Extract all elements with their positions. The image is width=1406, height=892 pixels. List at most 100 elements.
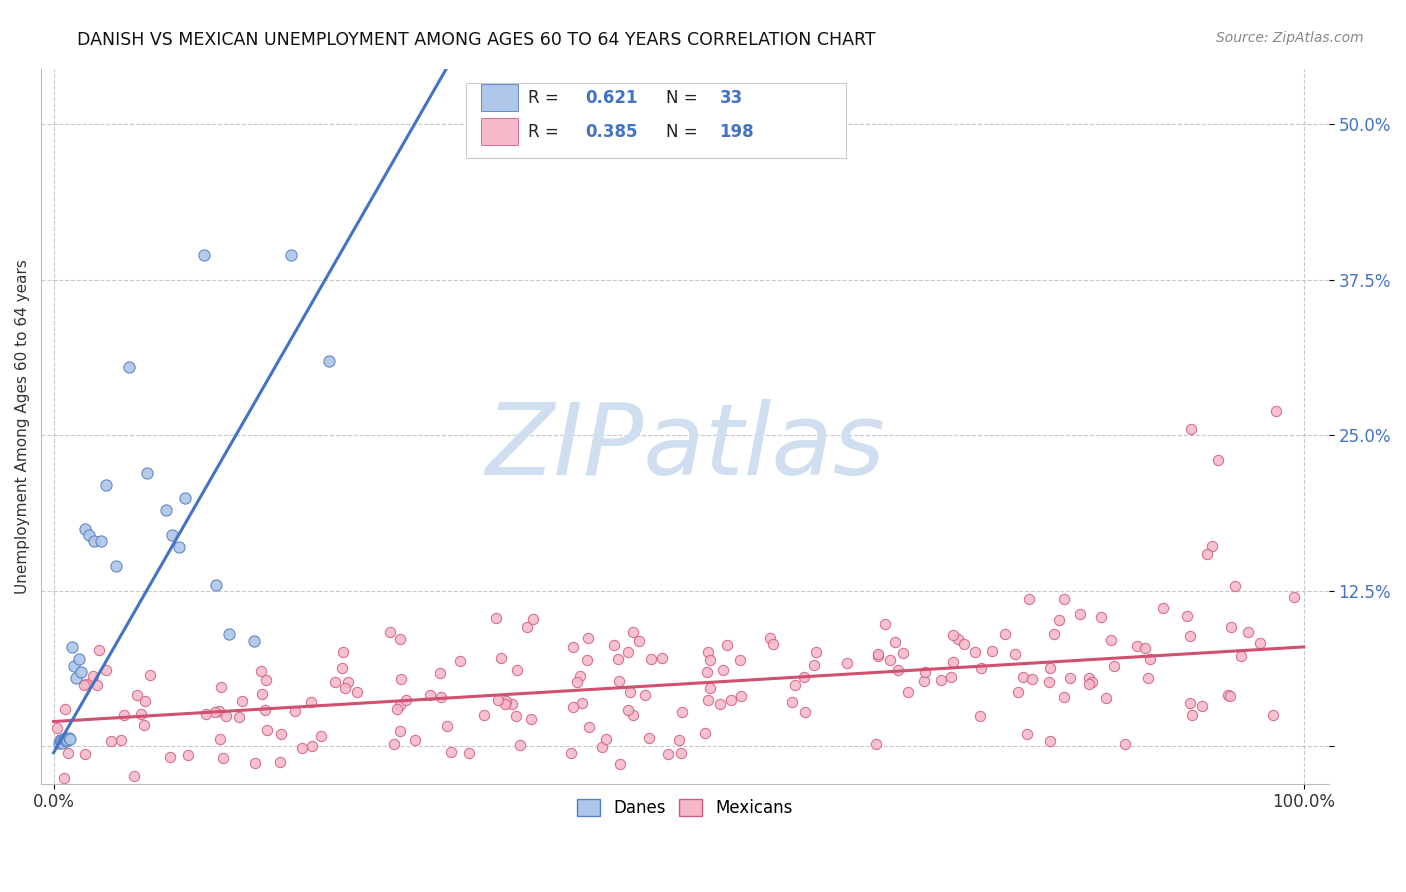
Point xyxy=(1053,690,1076,704)
Point xyxy=(139,668,162,682)
Point xyxy=(55,734,77,748)
Point xyxy=(1237,625,1260,640)
Point xyxy=(1201,539,1223,553)
Point xyxy=(218,627,240,641)
Point xyxy=(215,709,238,723)
Point xyxy=(912,673,935,688)
Point xyxy=(522,612,544,626)
Text: N =: N = xyxy=(665,89,703,107)
Point xyxy=(48,736,70,750)
Point xyxy=(1047,613,1070,627)
Point xyxy=(1018,592,1040,607)
Point xyxy=(576,631,599,645)
Point xyxy=(640,651,662,665)
Point xyxy=(1178,696,1201,710)
Point xyxy=(1261,707,1284,722)
Point xyxy=(83,534,105,549)
Text: N =: N = xyxy=(665,122,703,141)
Point xyxy=(284,704,307,718)
Point xyxy=(565,674,588,689)
Point xyxy=(891,646,914,660)
Point xyxy=(112,708,135,723)
Point xyxy=(318,354,340,368)
Point xyxy=(953,637,976,651)
Point xyxy=(1152,600,1174,615)
Point xyxy=(269,755,291,769)
Point xyxy=(942,656,965,670)
Point xyxy=(419,689,441,703)
Point xyxy=(194,707,217,722)
Point xyxy=(387,702,409,716)
Point xyxy=(1039,661,1062,675)
Point xyxy=(404,733,426,747)
Point xyxy=(981,644,1004,658)
Point xyxy=(62,658,84,673)
Point xyxy=(616,703,638,717)
Point xyxy=(803,657,825,672)
Point xyxy=(301,739,323,753)
Point xyxy=(94,478,117,492)
Point xyxy=(67,652,90,666)
Point xyxy=(231,694,253,708)
Point xyxy=(1090,609,1112,624)
Point xyxy=(591,739,613,754)
Point xyxy=(254,673,277,688)
Point xyxy=(58,731,80,745)
Point xyxy=(389,698,412,712)
Point xyxy=(1038,674,1060,689)
Point xyxy=(793,670,815,684)
Point xyxy=(939,669,962,683)
Point xyxy=(60,640,83,654)
Point xyxy=(228,710,250,724)
Point xyxy=(560,747,582,761)
Point xyxy=(1043,627,1066,641)
Point xyxy=(929,673,952,688)
Point xyxy=(695,726,717,740)
Point xyxy=(270,726,292,740)
Point xyxy=(207,704,229,718)
Point xyxy=(440,745,463,759)
Point xyxy=(323,675,346,690)
FancyBboxPatch shape xyxy=(481,118,517,145)
Point xyxy=(73,678,96,692)
Point xyxy=(634,688,657,702)
Point xyxy=(495,694,517,708)
Point xyxy=(388,724,411,739)
Point xyxy=(711,663,734,677)
Text: Source: ZipAtlas.com: Source: ZipAtlas.com xyxy=(1216,31,1364,45)
Point xyxy=(804,645,827,659)
Point xyxy=(395,693,418,707)
Point xyxy=(762,637,785,651)
Point xyxy=(457,746,479,760)
Point xyxy=(73,747,96,761)
Point xyxy=(1099,633,1122,648)
Point xyxy=(619,685,641,699)
Point xyxy=(1191,698,1213,713)
Point xyxy=(993,627,1015,641)
Point xyxy=(617,645,640,659)
Point xyxy=(1216,688,1239,702)
Point xyxy=(56,746,79,760)
Point xyxy=(177,748,200,763)
Point xyxy=(132,718,155,732)
Point xyxy=(56,733,79,747)
Point xyxy=(607,652,630,666)
Point xyxy=(1249,636,1271,650)
Point xyxy=(1230,648,1253,663)
Point xyxy=(1039,734,1062,748)
Point xyxy=(1021,672,1043,686)
Point xyxy=(1081,675,1104,690)
Point xyxy=(311,729,333,743)
Point xyxy=(485,611,508,625)
Point xyxy=(651,651,673,665)
Point xyxy=(45,721,67,735)
Point xyxy=(1137,671,1160,685)
Text: R =: R = xyxy=(527,122,564,141)
Point xyxy=(173,491,195,505)
Text: 0.621: 0.621 xyxy=(586,89,638,107)
Point xyxy=(1094,690,1116,705)
Point xyxy=(388,632,411,646)
Point xyxy=(1265,403,1288,417)
Point xyxy=(52,731,75,746)
Point xyxy=(948,632,970,647)
